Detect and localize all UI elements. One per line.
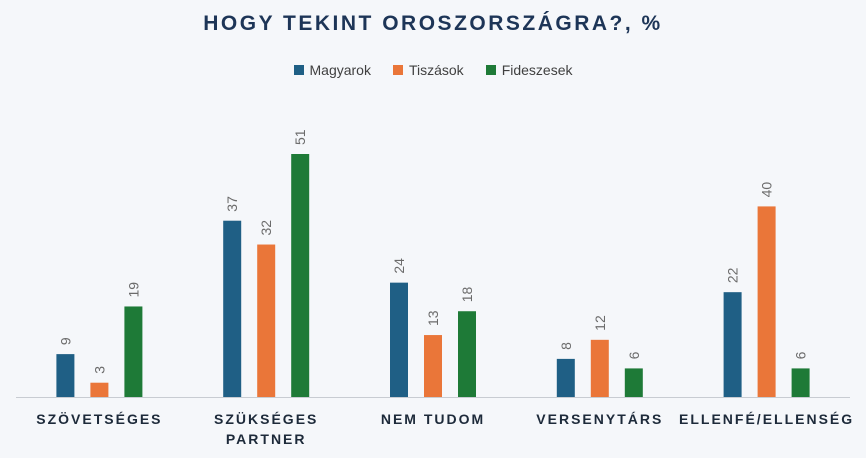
legend-swatch bbox=[485, 65, 496, 75]
bar bbox=[624, 368, 643, 397]
bar bbox=[56, 354, 75, 397]
data-label: 40 bbox=[759, 182, 775, 198]
chart-title: HOGY TEKINT OROSZORSZÁGRA?, % bbox=[203, 12, 663, 35]
data-label: 12 bbox=[592, 315, 608, 331]
legend-item: Fideszesek bbox=[485, 62, 573, 78]
data-label: 13 bbox=[425, 310, 441, 326]
bar bbox=[757, 206, 776, 397]
x-tick-label: SZÖVETSÉGES bbox=[36, 411, 162, 427]
bar bbox=[291, 154, 310, 397]
bar bbox=[424, 335, 442, 397]
data-label: 18 bbox=[459, 286, 475, 302]
data-label: 22 bbox=[725, 267, 741, 283]
bar bbox=[90, 382, 109, 397]
data-label: 6 bbox=[626, 351, 642, 359]
bar bbox=[223, 220, 242, 397]
data-label: 3 bbox=[91, 366, 107, 374]
x-tick-label: NEM TUDOM bbox=[381, 411, 485, 427]
legend-swatch bbox=[293, 65, 304, 75]
legend-swatch bbox=[392, 65, 403, 75]
data-label: 37 bbox=[224, 196, 240, 212]
legend-item: Magyarok bbox=[293, 62, 371, 78]
legend: Magyarok Tiszások Fideszesek bbox=[0, 62, 866, 78]
data-label: 6 bbox=[793, 351, 809, 359]
legend-label: Magyarok bbox=[309, 62, 371, 78]
x-tick-label: ELLENFÉ/ELLENSÉG bbox=[679, 411, 854, 427]
bar bbox=[556, 358, 575, 397]
data-label: 8 bbox=[558, 342, 574, 350]
data-label: 32 bbox=[258, 220, 274, 236]
x-tick-label: VERSENYTÁRS bbox=[536, 411, 663, 427]
bar bbox=[390, 282, 408, 397]
legend-item: Tiszások bbox=[392, 62, 464, 78]
bar bbox=[458, 311, 476, 397]
legend-label: Tiszások bbox=[408, 62, 464, 78]
data-label: 24 bbox=[391, 258, 407, 274]
bar bbox=[791, 368, 810, 397]
x-tick-label: PARTNER bbox=[226, 431, 307, 447]
bar bbox=[257, 244, 276, 397]
legend-label: Fideszesek bbox=[501, 62, 573, 78]
bar bbox=[590, 339, 609, 397]
data-label: 51 bbox=[292, 129, 308, 145]
bar bbox=[124, 306, 143, 397]
data-label: 19 bbox=[125, 282, 141, 298]
x-tick-label: SZÜKSÉGES bbox=[214, 411, 318, 427]
bar bbox=[723, 292, 742, 397]
data-label: 9 bbox=[57, 337, 73, 345]
